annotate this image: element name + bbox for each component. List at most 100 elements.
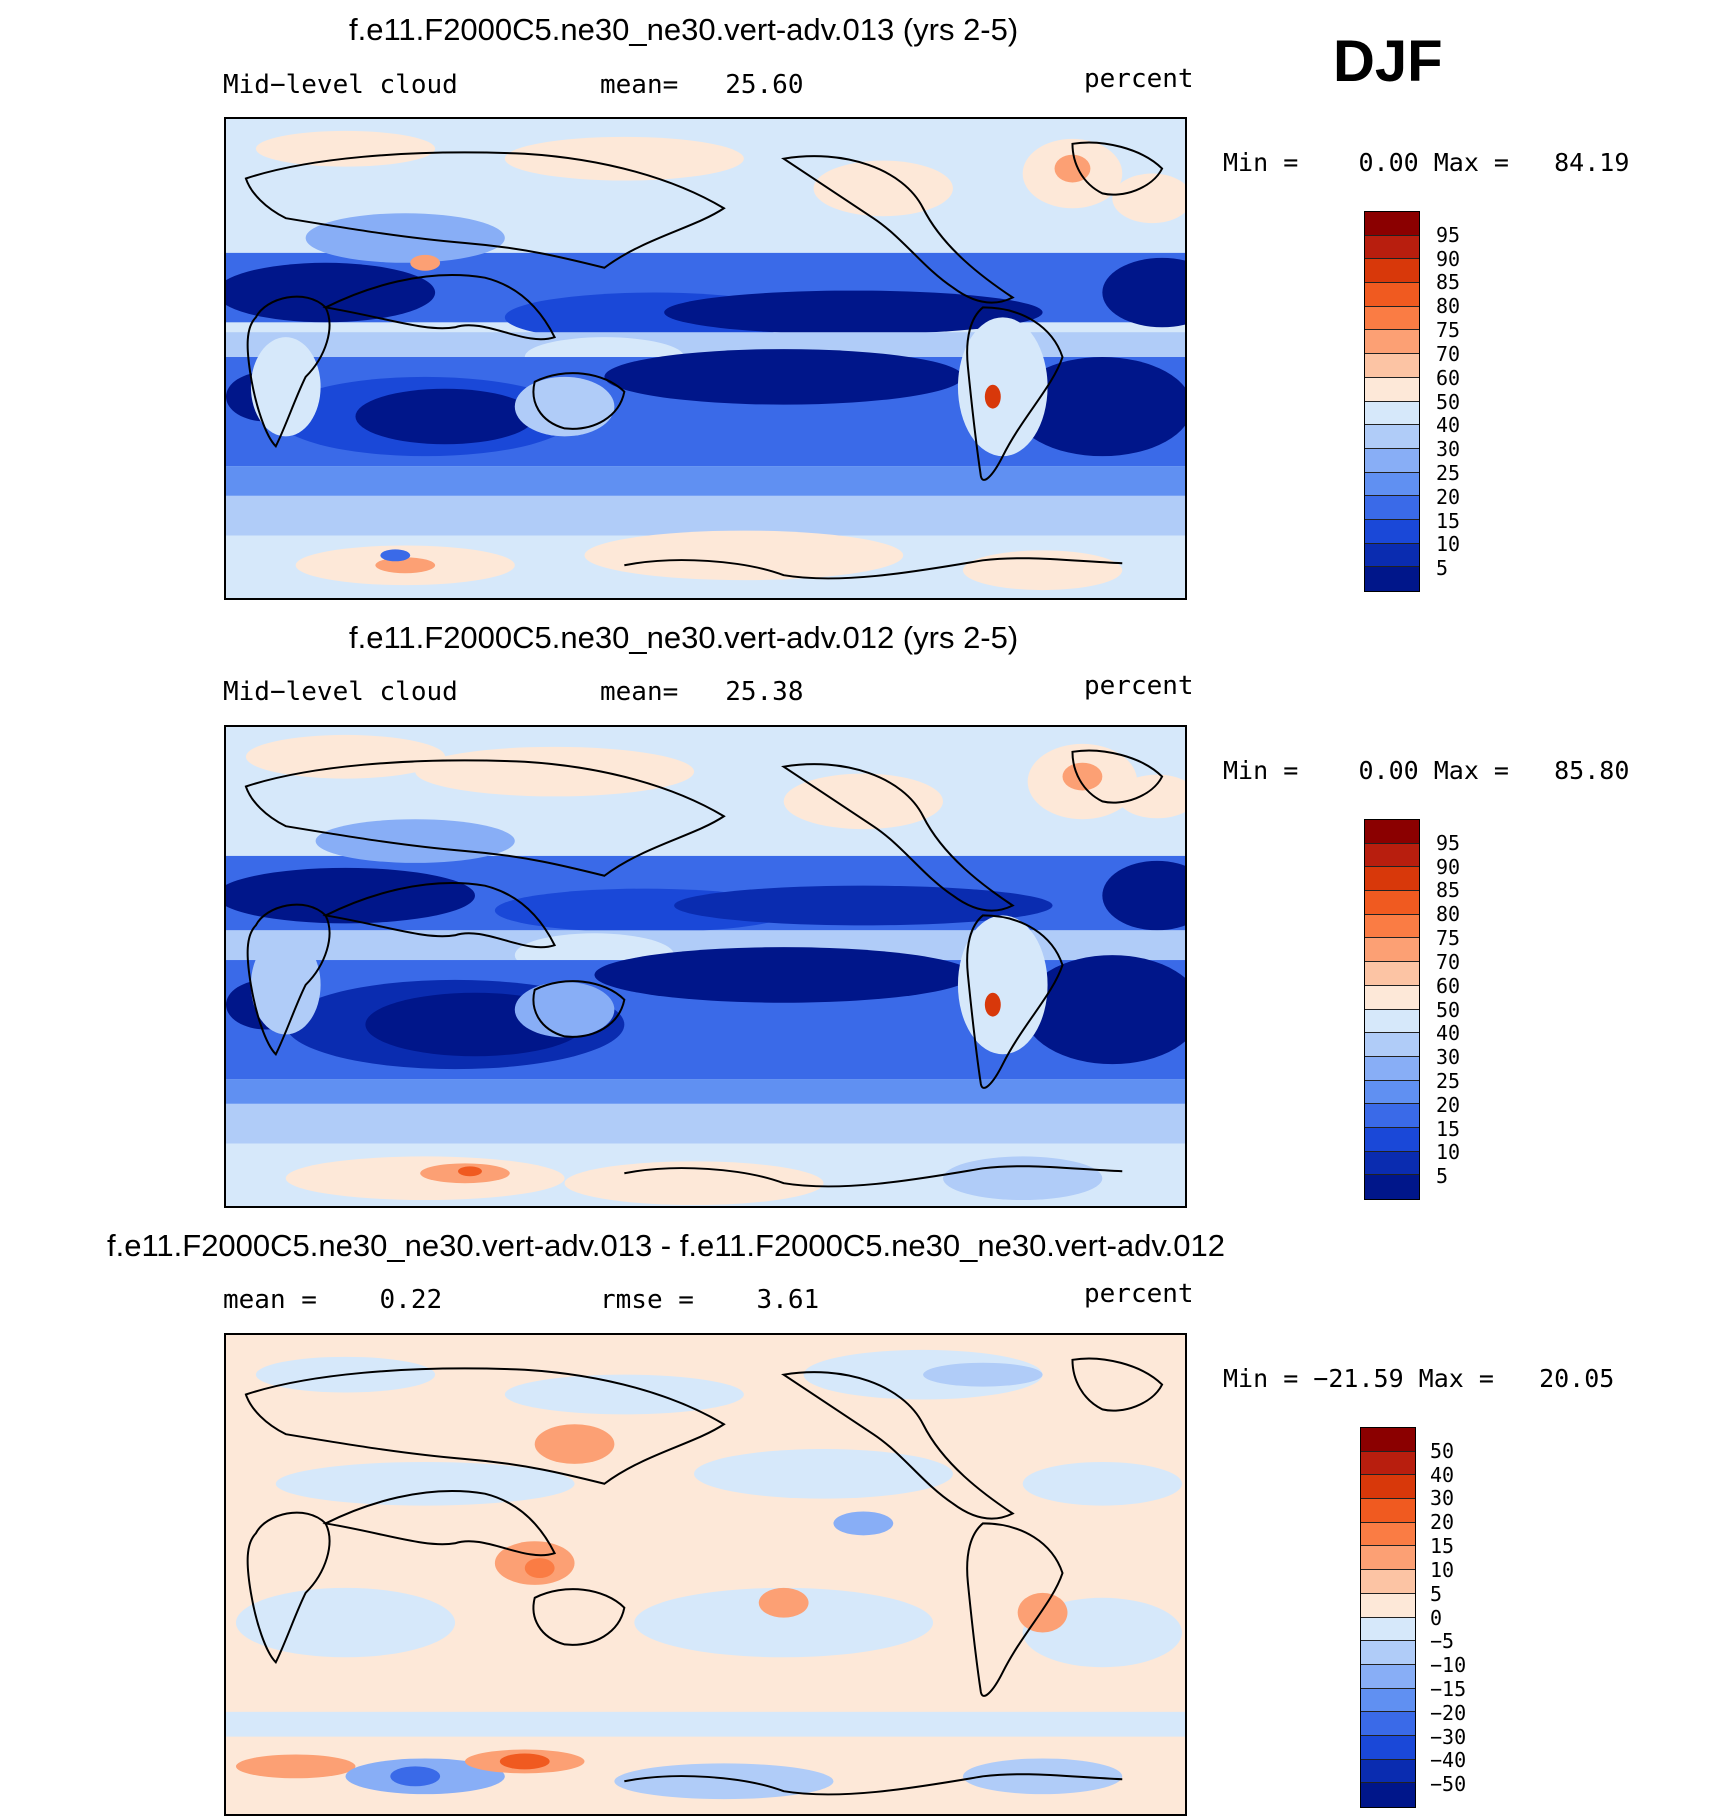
colorbar-swatch (1365, 1033, 1419, 1057)
colorbar-swatch (1361, 1546, 1415, 1571)
colorbar-swatch (1361, 1475, 1415, 1500)
colorbar-swatch (1365, 519, 1419, 544)
panel-1-map (224, 117, 1187, 600)
colorbar-tick-label: 15 (1436, 1116, 1461, 1141)
panel-1-units-label: percent (1084, 64, 1194, 94)
colorbar-tick-label: 25 (1436, 1068, 1461, 1093)
colorbar-tick-label: 15 (1430, 1534, 1455, 1559)
colorbar-tick-label: 15 (1436, 508, 1461, 533)
colorbar-tick-label: 95 (1436, 222, 1461, 247)
colorbar-tick-label: 70 (1436, 341, 1461, 366)
panel-2-map (224, 725, 1187, 1208)
season-label: DJF (1333, 29, 1443, 94)
colorbar-tick-label: 5 (1436, 1164, 1449, 1189)
panel-1-variable-label: Mid−level cloud (223, 70, 458, 100)
colorbar-swatch (1365, 401, 1419, 426)
colorbar-swatch (1365, 283, 1419, 307)
colorbar-swatch (1361, 1664, 1415, 1689)
colorbar-swatch (1361, 1641, 1415, 1665)
panel-2-colorbar (1364, 819, 1420, 1200)
colorbar-tick-label: 20 (1436, 484, 1461, 509)
panel-2-field (226, 727, 1185, 1206)
colorbar-tick-label: −15 (1430, 1676, 1467, 1701)
panel-3-colorbar-ticks: 50 40 30 20 15 10 5 0 −5 −10 −15 −20 −30 −40 −50 (1430, 1427, 1500, 1808)
colorbar-tick-label: 40 (1430, 1462, 1455, 1487)
panel-2-colorbar-ticks: 95 90 85 80 75 70 60 50 40 30 25 20 15 10 5 (1436, 819, 1496, 1200)
colorbar-swatch (1365, 496, 1419, 520)
colorbar-swatch (1365, 306, 1419, 331)
colorbar-tick-label: 40 (1436, 1021, 1461, 1046)
panel-3-colorbar (1360, 1427, 1416, 1808)
colorbar-tick-label: 50 (1436, 389, 1461, 414)
panel-3-field (226, 1335, 1185, 1814)
panel-3-title: f.e11.F2000C5.ne30_ne30.vert-adv.013 - f… (107, 1228, 1225, 1263)
colorbar-swatch (1365, 354, 1419, 378)
panel-2-colorbar-swatches (1365, 820, 1419, 1199)
panel-2-variable-label: Mid−level cloud (223, 677, 458, 707)
panel-3-mean-label: mean = 0.22 (223, 1285, 443, 1315)
colorbar-swatch (1365, 891, 1419, 915)
colorbar-tick-label: −5 (1430, 1629, 1455, 1654)
panel-1-field (226, 119, 1185, 598)
colorbar-tick-label: −10 (1430, 1653, 1467, 1678)
colorbar-swatch (1365, 962, 1419, 986)
colorbar-tick-label: 20 (1430, 1510, 1455, 1535)
colorbar-tick-label: 20 (1436, 1092, 1461, 1117)
colorbar-swatch (1365, 212, 1419, 236)
colorbar-swatch (1361, 1783, 1415, 1807)
colorbar-tick-label: 95 (1436, 830, 1461, 855)
panel-2-units-label: percent (1084, 671, 1194, 701)
colorbar-tick-label: 85 (1436, 878, 1461, 903)
colorbar-swatch (1365, 1104, 1419, 1128)
panel-3-units-label: percent (1084, 1279, 1194, 1309)
colorbar-tick-label: 40 (1436, 413, 1461, 438)
colorbar-tick-label: 90 (1436, 854, 1461, 879)
panel-3-map (224, 1333, 1187, 1816)
colorbar-swatch (1365, 985, 1419, 1010)
colorbar-swatch (1361, 1499, 1415, 1523)
colorbar-tick-label: −20 (1430, 1700, 1467, 1725)
colorbar-tick-label: 50 (1430, 1438, 1455, 1463)
panel-3-rmse-label: rmse = 3.61 (600, 1285, 820, 1315)
colorbar-swatch (1365, 1127, 1419, 1152)
colorbar-tick-label: −50 (1430, 1772, 1467, 1797)
panel-1-mean-label: mean= 25.60 (600, 70, 804, 100)
colorbar-swatch (1365, 330, 1419, 355)
panel-1-colorbar (1364, 211, 1420, 592)
colorbar-swatch (1365, 425, 1419, 449)
colorbar-swatch (1365, 1175, 1419, 1199)
colorbar-swatch (1365, 1080, 1419, 1105)
colorbar-swatch (1365, 843, 1419, 868)
colorbar-swatch (1365, 567, 1419, 591)
panel-2-title: f.e11.F2000C5.ne30_ne30.vert-adv.012 (yr… (349, 620, 1019, 655)
colorbar-tick-label: 50 (1436, 997, 1461, 1022)
colorbar-swatch (1365, 235, 1419, 260)
colorbar-tick-label: 10 (1436, 532, 1461, 557)
colorbar-tick-label: 5 (1430, 1581, 1443, 1606)
colorbar-tick-label: 0 (1430, 1605, 1443, 1630)
colorbar-tick-label: 60 (1436, 973, 1461, 998)
colorbar-swatch (1361, 1593, 1415, 1618)
colorbar-swatch (1365, 1009, 1419, 1034)
colorbar-tick-label: 75 (1436, 318, 1461, 343)
colorbar-swatch (1365, 448, 1419, 473)
colorbar-swatch (1361, 1759, 1415, 1784)
colorbar-tick-label: 80 (1436, 902, 1461, 927)
colorbar-tick-label: 80 (1436, 294, 1461, 319)
colorbar-swatch (1365, 938, 1419, 963)
colorbar-swatch (1365, 472, 1419, 497)
panel-1-colorbar-swatches (1365, 212, 1419, 591)
colorbar-swatch (1361, 1735, 1415, 1760)
colorbar-tick-label: 85 (1436, 270, 1461, 295)
panel-3-minmax: Min = −21.59 Max = 20.05 (1223, 1364, 1615, 1393)
colorbar-swatch (1365, 259, 1419, 284)
panel-1-title: f.e11.F2000C5.ne30_ne30.vert-adv.013 (yr… (349, 12, 1019, 47)
colorbar-swatch (1365, 377, 1419, 402)
colorbar-tick-label: −30 (1430, 1724, 1467, 1749)
colorbar-swatch (1365, 820, 1419, 844)
colorbar-tick-label: 30 (1436, 437, 1461, 462)
panel-2-minmax: Min = 0.00 Max = 85.80 (1223, 756, 1630, 785)
colorbar-swatch (1365, 1151, 1419, 1176)
colorbar-swatch (1361, 1617, 1415, 1642)
colorbar-swatch (1365, 543, 1419, 568)
